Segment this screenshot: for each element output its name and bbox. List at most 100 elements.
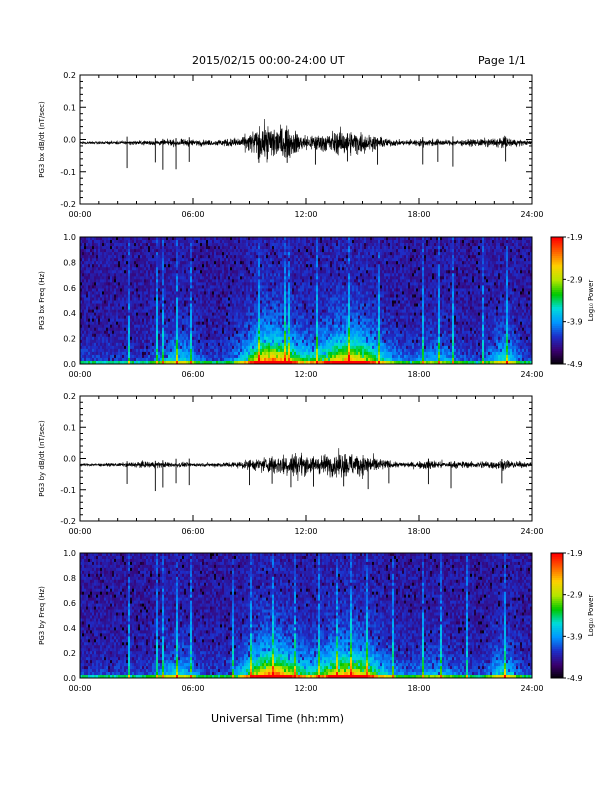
spectrogram-cell xyxy=(166,273,169,277)
spectrogram-cell xyxy=(194,306,197,310)
spectrogram-cell xyxy=(98,339,101,344)
spectrogram-cell xyxy=(112,270,115,274)
spectrogram-cell xyxy=(108,285,111,289)
spectrogram-cell xyxy=(234,360,237,365)
spectrogram-cell xyxy=(158,261,161,265)
spectrogram-cell xyxy=(268,291,271,295)
spectrogram-cell xyxy=(284,261,287,265)
spectrogram-cell xyxy=(298,243,301,247)
spectrogram-cell xyxy=(230,282,233,286)
spectrogram-cell xyxy=(146,351,149,356)
spectrogram-cell xyxy=(144,243,147,247)
spectrogram-cell xyxy=(162,288,165,292)
spectrogram-cell xyxy=(276,315,279,319)
spectrogram-cell xyxy=(140,246,143,250)
spectrogram-cell xyxy=(212,255,215,259)
spectrogram-cell xyxy=(170,339,173,344)
spectrogram-cell xyxy=(200,255,203,259)
spectrogram-cell xyxy=(108,303,111,307)
spectrogram-cell xyxy=(294,315,297,319)
spectrogram-cell xyxy=(102,252,105,256)
spectrogram-cell xyxy=(208,315,211,319)
spectrogram-cell xyxy=(252,297,255,301)
spectrogram-cell xyxy=(288,336,291,341)
spectrogram-cell xyxy=(92,357,95,362)
spectrogram-cell xyxy=(168,306,171,310)
spectrogram-cell xyxy=(288,276,291,280)
spectrogram-cell xyxy=(176,354,179,359)
spectrogram-cell xyxy=(102,264,105,268)
spectrogram-cell xyxy=(130,288,133,292)
spectrogram-cell xyxy=(228,261,231,265)
spectrogram-cell xyxy=(88,249,91,253)
spectrogram-cell xyxy=(112,333,115,338)
spectrogram-cell xyxy=(112,273,115,277)
spectrogram-cell xyxy=(278,288,281,292)
spectrogram-cell xyxy=(292,297,295,301)
spectrogram-cell xyxy=(158,243,161,247)
spectrogram-cell xyxy=(120,270,123,274)
spectrogram-cell xyxy=(182,324,185,329)
spectrogram-cell xyxy=(226,345,229,350)
spectrogram-cell xyxy=(164,303,167,307)
spectrogram-cell xyxy=(294,327,297,332)
spectrogram-cell xyxy=(156,360,159,365)
spectrogram-cell xyxy=(220,336,223,341)
spectrogram-cell xyxy=(304,276,307,280)
spectrogram-cell xyxy=(290,315,293,319)
spectrogram-cell xyxy=(126,249,129,253)
spectrogram-cell xyxy=(124,303,127,307)
spectrogram-cell xyxy=(202,285,205,289)
spectrogram-cell xyxy=(286,291,289,295)
spectrogram-cell xyxy=(238,357,241,362)
spectrogram-cell xyxy=(282,291,285,295)
spectrogram-cell xyxy=(288,291,291,295)
spectrogram-cell xyxy=(84,276,87,280)
spectrogram-cell xyxy=(166,321,169,326)
spectrogram-cell xyxy=(102,273,105,277)
spectrogram-cell xyxy=(144,297,147,301)
spectrogram-cell xyxy=(280,240,283,244)
spectrogram-cell xyxy=(252,339,255,344)
spectrogram-cell xyxy=(108,267,111,271)
spectrogram-cell xyxy=(290,357,293,362)
spectrogram-cell xyxy=(252,237,255,241)
spectrogram-cell xyxy=(254,258,257,262)
spectrogram-cell xyxy=(104,336,107,341)
spectrogram-cell xyxy=(112,360,115,365)
spectrogram-cell xyxy=(152,246,155,250)
spectrogram-cell xyxy=(208,318,211,323)
spectrogram-cell xyxy=(254,288,257,292)
spectrogram-cell xyxy=(100,294,103,298)
spectrogram-cell xyxy=(136,309,139,313)
spectrogram-cell xyxy=(220,297,223,301)
spectrogram-cell xyxy=(146,315,149,319)
spectrogram-cell xyxy=(96,285,99,289)
spectrogram-cell xyxy=(192,240,195,244)
spectrogram-cell xyxy=(176,318,179,323)
spectrogram-cell xyxy=(130,267,133,271)
spectrogram-cell xyxy=(302,330,305,335)
spectrogram-cell xyxy=(270,252,273,256)
spectrogram-cell xyxy=(142,237,145,241)
spectrogram-cell xyxy=(98,321,101,326)
spectrogram-cell xyxy=(168,255,171,259)
spectrogram-cell xyxy=(156,342,159,347)
spectrogram-cell xyxy=(104,357,107,362)
spectrogram-cell xyxy=(292,249,295,253)
spectrogram-cell xyxy=(90,330,93,335)
spectrogram-cell xyxy=(88,261,91,265)
spectrogram-cell xyxy=(150,288,153,292)
spectrogram-cell xyxy=(168,252,171,256)
spectrogram-cell xyxy=(288,258,291,262)
spectrogram-cell xyxy=(164,252,167,256)
spectrogram-cell xyxy=(300,303,303,307)
spectrogram-cell xyxy=(82,270,85,274)
spectrogram-cell xyxy=(232,354,235,359)
spectrogram-cell xyxy=(268,351,271,356)
spectrogram-cell xyxy=(160,252,163,256)
spectrogram-cell xyxy=(166,285,169,289)
spectrogram-cell xyxy=(118,351,121,356)
spectrogram-cell xyxy=(238,354,241,359)
spectrogram-cell xyxy=(154,288,157,292)
